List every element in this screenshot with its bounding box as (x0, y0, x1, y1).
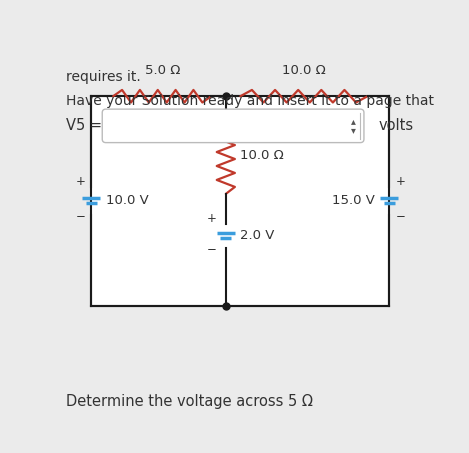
Text: Determine the voltage across 5 Ω: Determine the voltage across 5 Ω (66, 395, 313, 410)
Text: Have your Solution ready and insert it to a page that: Have your Solution ready and insert it t… (66, 95, 434, 108)
Text: 10.0 Ω: 10.0 Ω (282, 64, 326, 77)
Text: V5 =: V5 = (66, 118, 102, 133)
Text: 10.0 Ω: 10.0 Ω (240, 149, 284, 162)
Text: 15.0 V: 15.0 V (332, 194, 375, 207)
Text: +: + (76, 175, 85, 188)
Bar (91, 96, 389, 305)
Text: 2.0 V: 2.0 V (240, 229, 275, 242)
Text: requires it.: requires it. (66, 70, 141, 84)
Text: −: − (206, 243, 216, 256)
Text: 10.0 V: 10.0 V (106, 194, 149, 207)
Text: volts: volts (378, 118, 414, 133)
Text: +: + (206, 212, 216, 225)
Text: −: − (76, 210, 85, 223)
Text: −: − (395, 210, 405, 223)
FancyBboxPatch shape (102, 109, 364, 143)
Text: +: + (395, 175, 405, 188)
Text: 5.0 Ω: 5.0 Ω (144, 64, 180, 77)
Text: ▴
▾: ▴ ▾ (351, 116, 356, 135)
